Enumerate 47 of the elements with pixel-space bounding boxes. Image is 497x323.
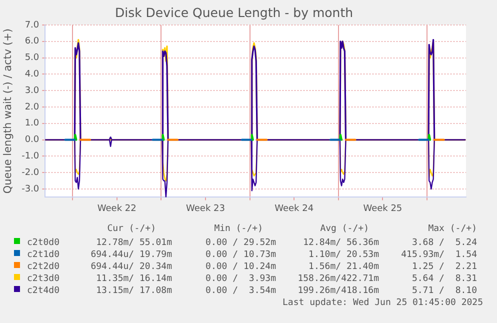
y-tick-label: 5.0	[24, 53, 40, 64]
text: 694.44u/ 20.34m	[90, 262, 172, 272]
y-tick-label: 2.0	[24, 102, 40, 112]
y-tick-label: 1.0	[24, 118, 40, 129]
text: Last update: Wed Jun 25 01:45:00 2025	[282, 298, 483, 308]
text: 0.00 / 29.52m	[206, 238, 276, 248]
y-tick-label: 4.0	[24, 70, 40, 80]
text: 415.93m/ 1.54	[401, 250, 477, 260]
x-tick-label: Week 24	[274, 204, 314, 214]
text: 5.64 / 8.31	[412, 274, 477, 284]
text: 0.00 / 10.24m	[206, 262, 276, 272]
text: 199.26m/418.16m	[298, 286, 379, 296]
legend-label: c2t4d0	[27, 286, 60, 296]
text: 158.26m/422.71m	[298, 274, 379, 284]
text: Max (-/+)	[428, 224, 477, 234]
text: 0.00 / 3.93m	[206, 274, 276, 284]
text: Cur (-/+)	[107, 224, 156, 234]
y-tick-label: 0.0	[24, 135, 40, 146]
text: 12.78m/ 55.01m	[96, 238, 172, 248]
chart-title: Disk Device Queue Length - by month	[114, 4, 354, 20]
text: 1.25 / 2.21	[412, 262, 477, 272]
text: 1.56m/ 21.40m	[308, 262, 379, 272]
legend-label: c2t2d0	[27, 262, 60, 272]
text: Avg (-/+)	[320, 224, 369, 234]
text: 11.35m/ 16.14m	[96, 274, 172, 284]
y-tick-label: -1.0	[22, 152, 40, 162]
text: 0.00 / 10.73m	[206, 250, 276, 260]
legend-label: c2t1d0	[27, 250, 60, 260]
y-tick-label: 7.0	[24, 20, 40, 30]
text: 5.71 / 8.10	[412, 286, 477, 296]
text: 13.15m/ 17.08m	[96, 286, 172, 296]
text: Min (-/+)	[214, 224, 263, 234]
y-tick-label: -2.0	[22, 168, 40, 178]
legend-label: c2t0d0	[27, 238, 60, 248]
legend-label: c2t3d0	[27, 274, 60, 284]
text: 694.44u/ 19.79m	[90, 250, 172, 260]
x-tick-label: Week 22	[97, 204, 136, 214]
y-tick-label: 6.0	[24, 36, 40, 47]
text: 1.10m/ 20.53m	[308, 250, 379, 260]
text: 3.68 / 5.24	[412, 238, 477, 248]
x-tick-label: Week 23	[186, 204, 225, 214]
x-tick-label: Week 25	[363, 204, 402, 214]
y-tick-label: 3.0	[24, 86, 40, 96]
y-tick-label: -3.0	[22, 184, 40, 194]
text: 0.00 / 3.54m	[206, 286, 276, 296]
y-axis-title: Queue length wait (-) / actv (+)	[2, 28, 14, 194]
text: 12.84m/ 56.36m	[303, 238, 379, 248]
